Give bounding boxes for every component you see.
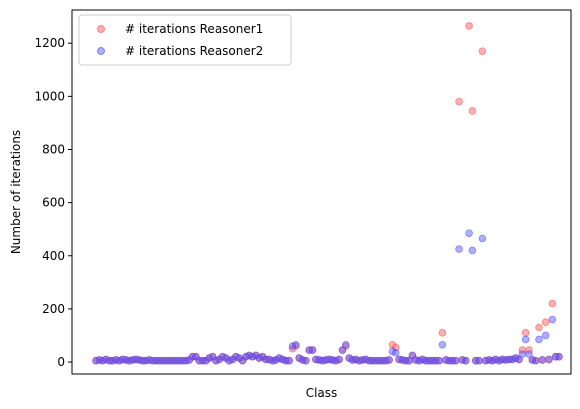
- data-point: [538, 356, 547, 364]
- y-axis-title: Number of iterations: [9, 130, 23, 254]
- data-point: [391, 348, 400, 357]
- y-tick-label: 600: [42, 196, 65, 210]
- data-point: [535, 335, 543, 344]
- y-tick-label: 1200: [34, 36, 65, 50]
- data-point: [455, 97, 463, 106]
- data-point: [541, 318, 550, 326]
- data-point: [338, 346, 347, 354]
- series-2-points: [92, 229, 563, 365]
- data-point: [468, 246, 477, 255]
- data-point: [285, 356, 293, 365]
- data-points: [92, 22, 563, 365]
- data-point: [525, 346, 533, 354]
- data-point: [435, 356, 443, 365]
- data-point: [438, 329, 447, 337]
- data-point: [335, 355, 343, 364]
- data-point: [455, 245, 463, 253]
- y-tick-label: 800: [42, 142, 65, 156]
- legend-marker-reasoner1: [97, 25, 105, 33]
- legend-label-reasoner1: # iterations Reasoner1: [125, 22, 263, 36]
- data-point: [518, 350, 527, 358]
- plot-area: [71, 9, 572, 375]
- data-point: [438, 340, 447, 349]
- y-axis-ticks: 0 200 400 600 800 1000 1200: [34, 36, 72, 369]
- data-point: [521, 329, 530, 337]
- data-point: [531, 356, 540, 365]
- data-point: [342, 340, 350, 349]
- y-tick-label: 0: [57, 355, 65, 369]
- legend-marker-reasoner2: [97, 47, 105, 55]
- data-point: [302, 356, 310, 365]
- data-point: [535, 323, 543, 332]
- legend-box: [78, 14, 292, 66]
- y-tick-label: 1000: [34, 89, 65, 103]
- y-tick-label: 200: [42, 302, 65, 316]
- data-point: [478, 234, 487, 243]
- data-point: [548, 299, 557, 308]
- data-point: [548, 315, 557, 324]
- data-point: [521, 335, 530, 344]
- data-point: [465, 229, 473, 237]
- y-tick-label: 400: [42, 249, 65, 263]
- data-point: [451, 356, 460, 365]
- legend-label-reasoner2: # iterations Reasoner2: [125, 44, 263, 58]
- data-point: [308, 346, 317, 354]
- data-point: [461, 356, 470, 365]
- x-axis-title: Class: [306, 386, 338, 400]
- legend: # iterations Reasoner1 # iterations Reas…: [78, 14, 292, 66]
- data-point: [478, 47, 487, 55]
- data-point: [541, 331, 550, 340]
- data-point: [385, 356, 393, 364]
- data-point: [465, 22, 473, 30]
- data-point: [545, 355, 553, 364]
- data-point: [555, 352, 563, 361]
- data-point: [292, 340, 300, 349]
- data-point: [468, 107, 477, 115]
- data-point: [475, 356, 483, 365]
- data-point: [515, 355, 523, 364]
- data-point: [525, 350, 533, 358]
